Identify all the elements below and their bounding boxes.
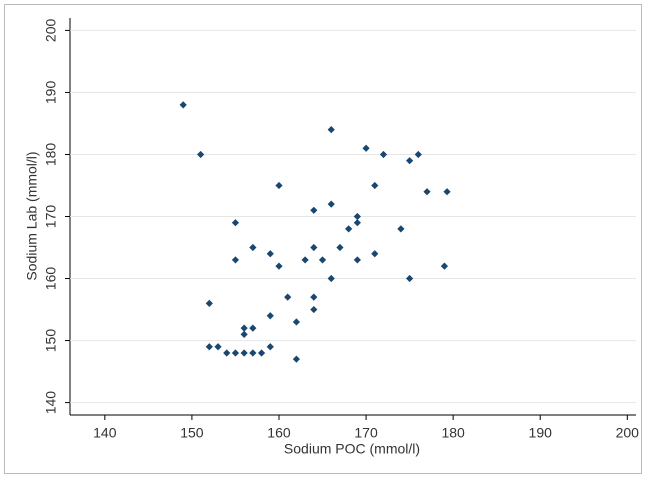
y-tick-label: 180 [43, 143, 59, 167]
x-tick-label: 170 [354, 425, 378, 441]
point [440, 262, 449, 270]
point [371, 181, 379, 190]
point [240, 324, 248, 332]
point [310, 206, 318, 214]
point [240, 349, 248, 357]
point [406, 274, 414, 283]
x-tick-label: 160 [267, 425, 291, 441]
point [318, 256, 327, 264]
point [310, 293, 318, 301]
y-axis-label: Sodium Lab (mmol/l) [24, 151, 40, 280]
x-tick-label: 200 [616, 425, 640, 441]
point [353, 212, 361, 221]
point [362, 144, 370, 152]
point [310, 243, 318, 252]
point [292, 355, 300, 363]
point [223, 349, 231, 357]
point [423, 188, 431, 196]
x-tick-label: 190 [529, 425, 553, 441]
point [179, 101, 187, 109]
point [257, 349, 266, 357]
y-tick-label: 160 [43, 267, 59, 291]
point [327, 200, 335, 208]
point [397, 225, 405, 233]
point [249, 243, 257, 252]
point [231, 256, 240, 264]
point [231, 219, 240, 227]
y-tick-label: 190 [43, 81, 59, 105]
point [379, 150, 388, 159]
point [414, 150, 422, 159]
point [336, 243, 344, 252]
point [327, 126, 335, 134]
point [249, 324, 257, 332]
x-axis-label: Sodium POC (mmol/l) [284, 441, 420, 457]
point [214, 343, 222, 351]
point [353, 256, 361, 264]
point [266, 250, 274, 258]
point [205, 299, 213, 307]
point [240, 330, 248, 338]
point [310, 305, 318, 314]
point [292, 318, 300, 326]
point [327, 274, 335, 283]
point [443, 188, 451, 196]
point [371, 250, 379, 258]
point [406, 157, 414, 165]
point [266, 343, 274, 351]
point [284, 293, 292, 301]
x-tick-label: 140 [93, 425, 117, 441]
point [275, 181, 283, 190]
point [249, 349, 257, 357]
point [205, 343, 213, 351]
point [345, 225, 353, 233]
y-tick-label: 140 [43, 391, 59, 415]
point [301, 256, 309, 264]
point [353, 219, 361, 227]
y-tick-label: 170 [43, 205, 59, 229]
point [231, 349, 240, 357]
x-tick-label: 180 [441, 425, 465, 441]
x-tick-label: 150 [180, 425, 204, 441]
y-tick-label: 200 [43, 19, 59, 43]
y-tick-label: 150 [43, 329, 59, 353]
point [197, 150, 205, 159]
point [275, 262, 283, 270]
point [266, 312, 274, 320]
